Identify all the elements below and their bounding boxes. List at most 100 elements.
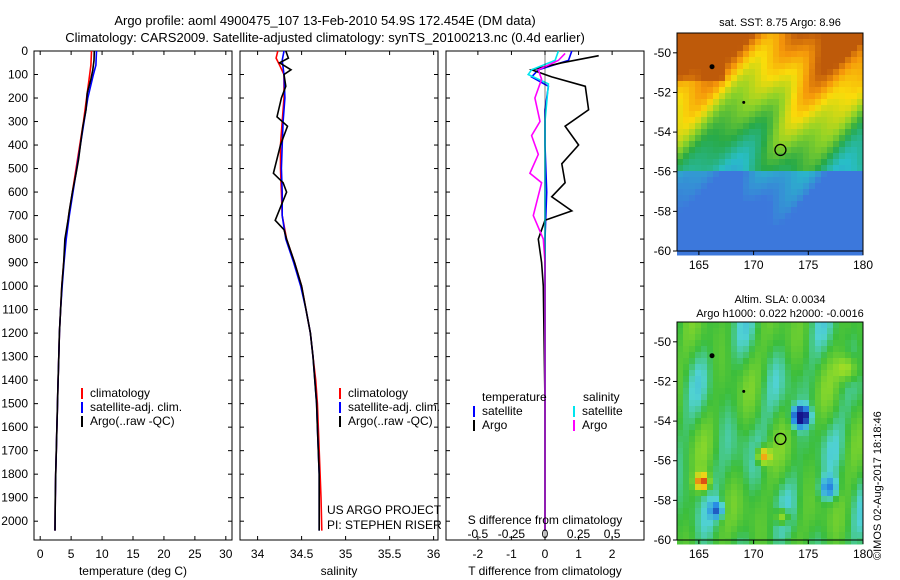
heatmap-cell [803, 165, 810, 172]
heatmap-cell [785, 322, 792, 329]
heatmap-cell [779, 472, 786, 479]
heatmap-cell [785, 334, 792, 341]
heatmap-cell [851, 117, 858, 124]
heatmap-cell [737, 526, 744, 533]
depth-tick-label: 600 [8, 185, 28, 199]
heatmap-cell [809, 105, 816, 112]
heatmap-cell [815, 123, 822, 130]
heatmap-cell [761, 424, 768, 431]
heatmap-cell [677, 225, 684, 232]
heatmap-cell [713, 502, 720, 509]
heatmap-cell [743, 514, 750, 521]
heatmap-cell [845, 322, 852, 329]
heatmap-cell [821, 322, 828, 329]
heatmap-cell [743, 454, 750, 461]
heatmap-cell [797, 243, 804, 250]
heatmap-cell [749, 57, 756, 64]
heatmap-cell [713, 448, 720, 455]
heatmap-cell [845, 388, 852, 395]
heatmap-cell [815, 177, 822, 184]
heatmap-cell [737, 153, 744, 160]
heatmap-cell [719, 219, 726, 226]
heatmap-cell [695, 33, 702, 40]
heatmap-cell [785, 364, 792, 371]
heatmap-cell [743, 406, 750, 413]
heatmap-cell [779, 81, 786, 88]
heatmap-cell [683, 412, 690, 419]
heatmap-cell [695, 436, 702, 443]
heatmap-cell [857, 388, 864, 395]
heatmap-cell [761, 508, 768, 515]
heatmap-cell [749, 111, 756, 118]
heatmap-cell [809, 81, 816, 88]
heatmap-cell [779, 514, 786, 521]
map-y-tick-label: -50 [654, 46, 672, 60]
heatmap-cell [707, 466, 714, 473]
heatmap-cell [719, 430, 726, 437]
heatmap-cell [749, 75, 756, 82]
heatmap-cell [695, 39, 702, 46]
heatmap-cell [827, 177, 834, 184]
heatmap-cell [677, 249, 684, 256]
heatmap-cell [719, 225, 726, 232]
heatmap-cell [755, 418, 762, 425]
heatmap-cell [809, 141, 816, 148]
heatmap-cell [701, 75, 708, 82]
heatmap-cell [851, 111, 858, 118]
heatmap-cell [839, 370, 846, 377]
heatmap-cell [719, 484, 726, 491]
heatmap-cell [731, 424, 738, 431]
heatmap-cell [791, 195, 798, 202]
heatmap-cell [839, 526, 846, 533]
heatmap-cell [689, 225, 696, 232]
heatmap-cell [695, 153, 702, 160]
heatmap-cell [755, 33, 762, 40]
heatmap-cell [857, 490, 864, 497]
heatmap-cell [821, 382, 828, 389]
heatmap-cell [725, 502, 732, 509]
heatmap-cell [683, 430, 690, 437]
heatmap-cell [695, 81, 702, 88]
heatmap-cell [737, 189, 744, 196]
heatmap-cell [785, 496, 792, 503]
heatmap-cell [767, 364, 774, 371]
heatmap-cell [851, 75, 858, 82]
heatmap-cell [791, 201, 798, 208]
heatmap-cell [845, 334, 852, 341]
heatmap-cell [761, 225, 768, 232]
heatmap-cell [701, 442, 708, 449]
heatmap-cell [779, 213, 786, 220]
heatmap-cell [761, 466, 768, 473]
heatmap-cell [785, 340, 792, 347]
heatmap-cell [803, 412, 810, 419]
heatmap-cell [797, 532, 804, 539]
heatmap-cell [833, 135, 840, 142]
heatmap-cell [779, 51, 786, 58]
heatmap-cell [689, 520, 696, 527]
heatmap-cell [689, 496, 696, 503]
heatmap-cell [707, 153, 714, 160]
heatmap-cell [851, 424, 858, 431]
map-y-tick-label: -58 [654, 493, 672, 507]
heatmap-cell [785, 99, 792, 106]
heatmap-cell [815, 147, 822, 154]
heatmap-cell [839, 460, 846, 467]
heatmap-cell [761, 418, 768, 425]
heatmap-cell [701, 111, 708, 118]
heatmap-cell [827, 225, 834, 232]
heatmap-cell [815, 376, 822, 383]
heatmap-cell [815, 388, 822, 395]
heatmap-cell [809, 153, 816, 160]
heatmap-cell [803, 117, 810, 124]
heatmap-cell [839, 123, 846, 130]
heatmap-cell [683, 87, 690, 94]
heatmap-cell [857, 430, 864, 437]
heatmap-cell [803, 141, 810, 148]
heatmap-cell [791, 388, 798, 395]
heatmap-cell [767, 99, 774, 106]
heatmap-cell [815, 538, 822, 545]
heatmap-cell [701, 334, 708, 341]
heatmap-cell [749, 526, 756, 533]
map-x-tick-label: 170 [744, 547, 764, 561]
heatmap-cell [743, 93, 750, 100]
